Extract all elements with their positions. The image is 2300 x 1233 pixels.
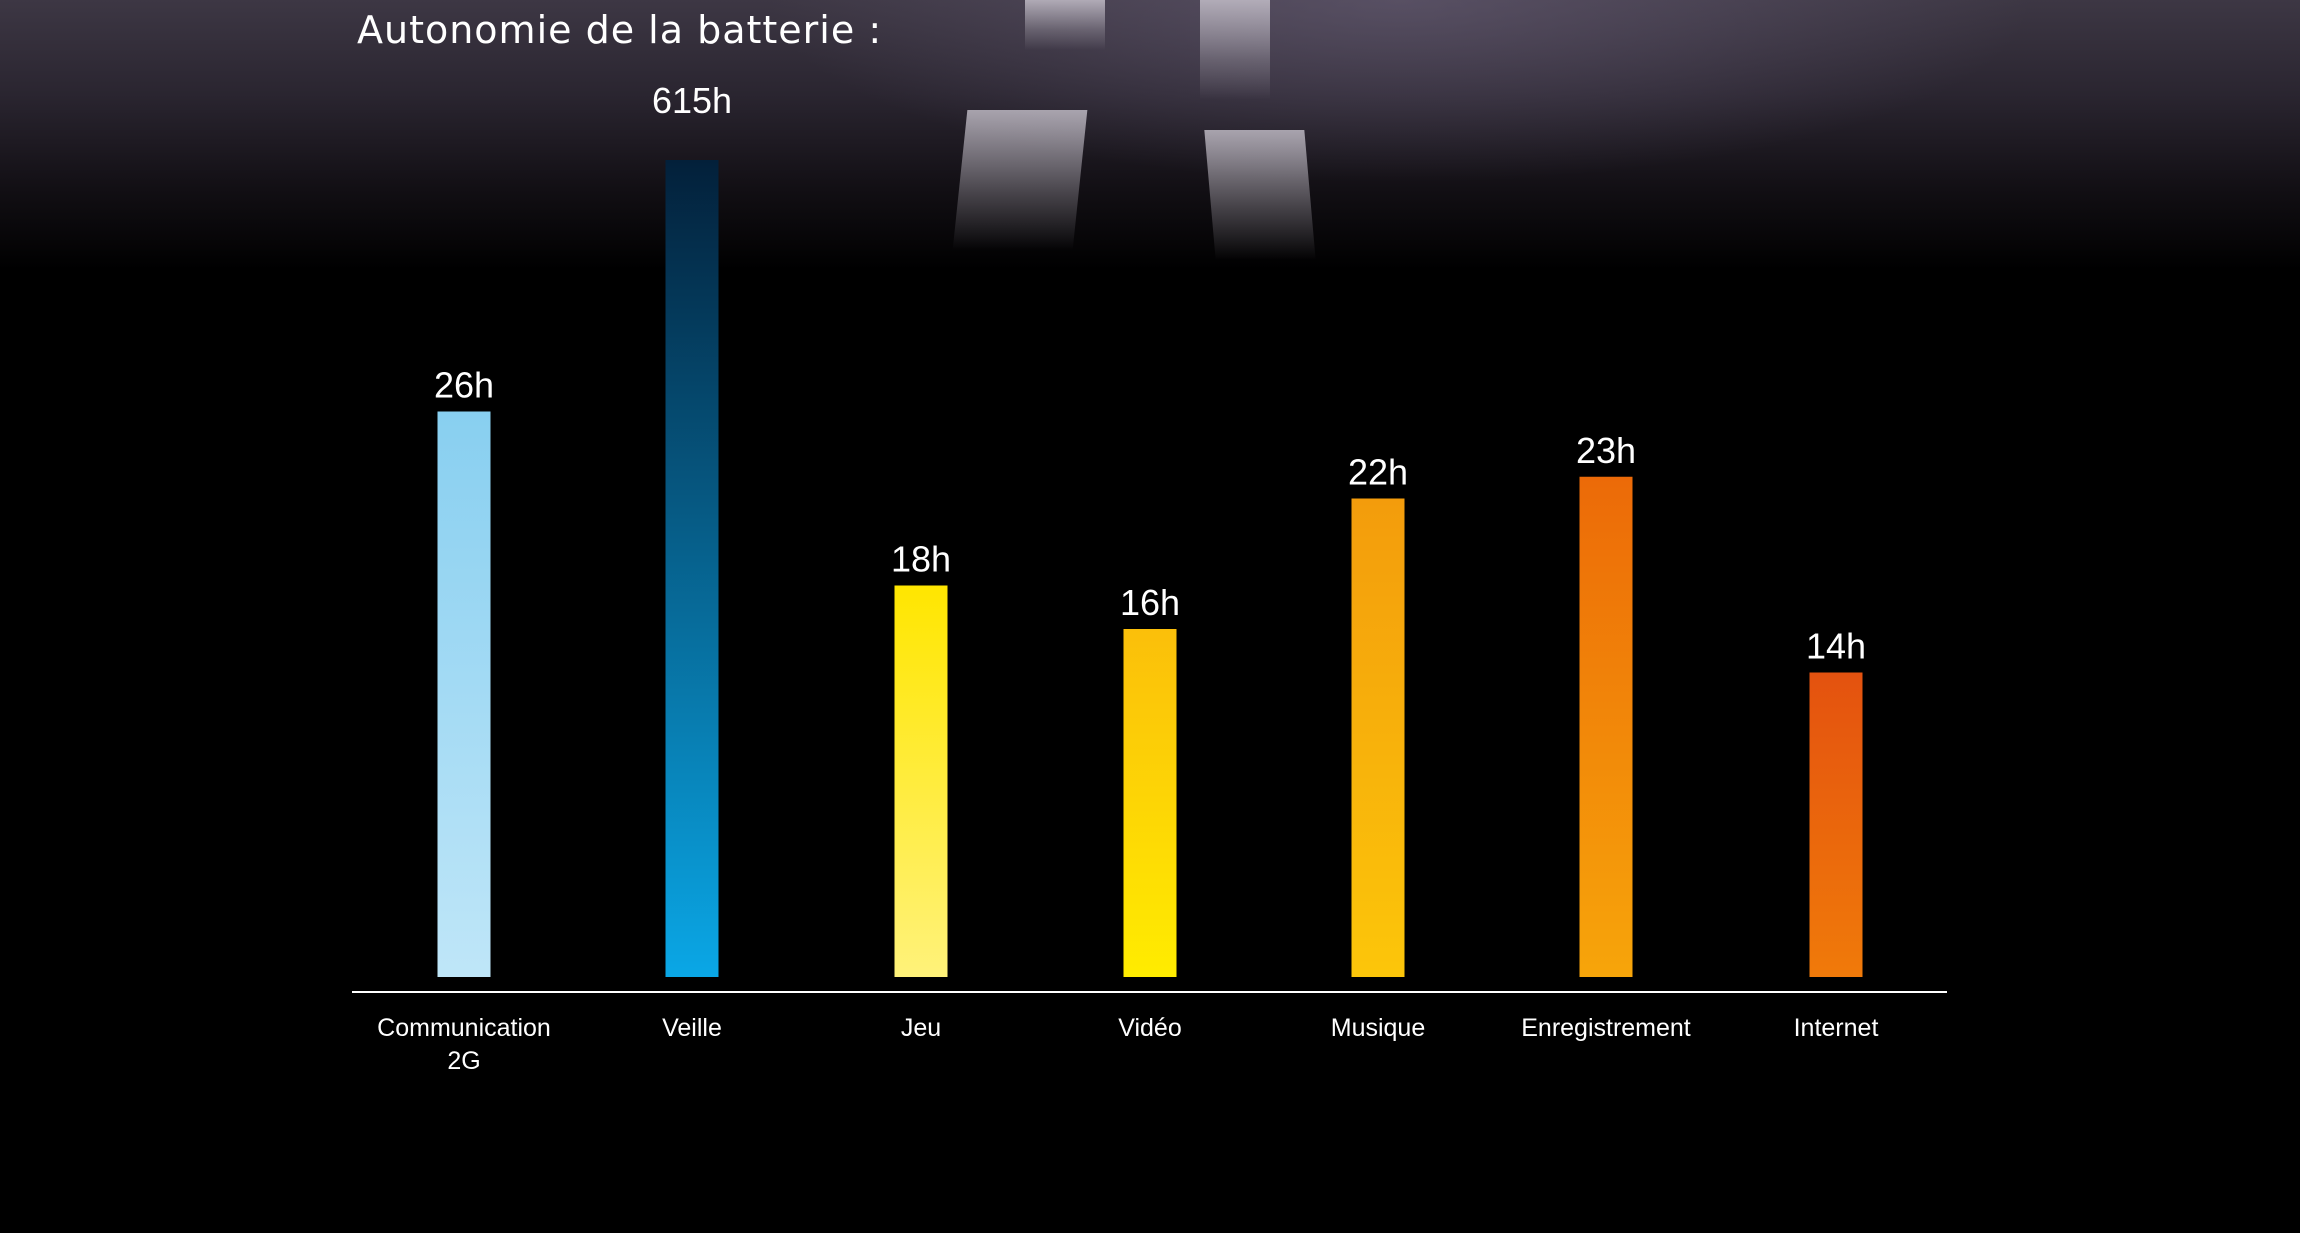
value-label: 23h (1576, 430, 1636, 471)
category-label: Musique (1331, 1014, 1426, 1042)
value-label: 26h (434, 365, 494, 406)
category-label: Veille (662, 1014, 722, 1042)
category-label: Jeu (901, 1014, 941, 1042)
bars-group (437, 160, 1863, 977)
value-label: 22h (1348, 452, 1408, 493)
road-marking (1200, 0, 1270, 100)
value-label: 18h (891, 539, 951, 580)
road-marking (1025, 0, 1105, 50)
category-label: Internet (1794, 1014, 1879, 1042)
category-label: Enregistrement (1521, 1014, 1691, 1042)
category-label: Communication 2G (377, 1014, 551, 1075)
bar-veille (665, 160, 719, 977)
labels-group: 26h Communication 2G 615h Veille 18h Jeu 16h Vid… (377, 80, 1878, 1075)
bar-jeu (894, 585, 948, 977)
bar-musique (1351, 498, 1405, 977)
road-background (0, 0, 2300, 270)
bar-internet (1809, 672, 1863, 977)
bar-communication (437, 411, 491, 977)
value-label: 16h (1120, 582, 1180, 623)
category-label: Vidéo (1118, 1014, 1182, 1042)
value-label: 14h (1806, 626, 1866, 667)
chart-title: Autonomie de la batterie : (357, 8, 883, 52)
bar-vid-o (1123, 629, 1177, 977)
value-label: 615h (652, 80, 732, 121)
bar-enregistrement (1579, 476, 1633, 977)
